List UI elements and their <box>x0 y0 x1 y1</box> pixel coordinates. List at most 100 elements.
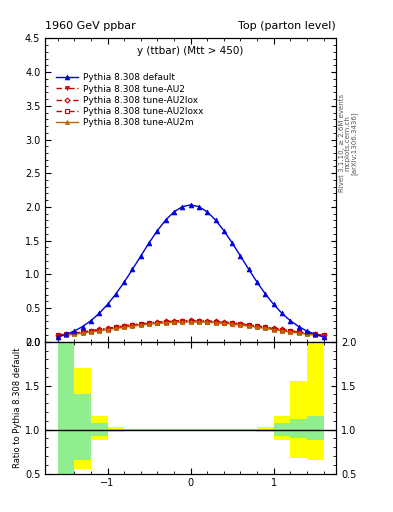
Pythia 8.308 default <box>280 310 285 316</box>
Pythia 8.308 tune-AU2 <box>138 322 143 328</box>
Pythia 8.308 tune-AU2loxx <box>296 329 301 335</box>
Pythia 8.308 tune-AU2m <box>238 322 243 328</box>
Bar <box>307 342 323 460</box>
Pythia 8.308 tune-AU2loxx <box>180 318 185 324</box>
Pythia 8.308 tune-AU2lox <box>263 324 268 330</box>
Pythia 8.308 default <box>64 331 68 337</box>
Pythia 8.308 tune-AU2 <box>288 328 293 334</box>
Bar <box>108 427 124 432</box>
Pythia 8.308 default <box>114 291 118 297</box>
Pythia 8.308 default <box>321 334 326 340</box>
Pythia 8.308 tune-AU2lox <box>180 317 185 324</box>
Pythia 8.308 tune-AU2m <box>230 321 235 327</box>
Pythia 8.308 tune-AU2 <box>147 321 151 327</box>
Pythia 8.308 tune-AU2m <box>188 319 193 325</box>
Text: Top (parton level): Top (parton level) <box>238 21 336 31</box>
Bar <box>191 429 207 430</box>
Pythia 8.308 tune-AU2lox <box>155 319 160 325</box>
Text: Rivet 3.1.10, ≥ 2.6M events: Rivet 3.1.10, ≥ 2.6M events <box>339 94 345 193</box>
Bar <box>257 429 274 431</box>
Bar <box>108 429 124 431</box>
Pythia 8.308 tune-AU2lox <box>188 317 193 324</box>
Bar <box>257 427 274 432</box>
Bar <box>290 381 307 458</box>
Bar <box>307 416 323 440</box>
Text: mcplots.cern.ch: mcplots.cern.ch <box>345 115 351 172</box>
Pythia 8.308 default <box>238 253 243 259</box>
Pythia 8.308 tune-AU2loxx <box>313 331 318 337</box>
Pythia 8.308 tune-AU2loxx <box>238 321 243 327</box>
Pythia 8.308 tune-AU2lox <box>64 331 68 337</box>
Pythia 8.308 tune-AU2 <box>55 332 60 338</box>
Pythia 8.308 tune-AU2m <box>271 327 276 333</box>
Pythia 8.308 tune-AU2loxx <box>114 325 118 331</box>
Pythia 8.308 tune-AU2m <box>55 333 60 339</box>
Pythia 8.308 tune-AU2m <box>80 330 85 336</box>
Pythia 8.308 tune-AU2loxx <box>222 319 226 326</box>
Pythia 8.308 tune-AU2m <box>105 327 110 333</box>
Pythia 8.308 tune-AU2 <box>238 322 243 328</box>
Text: y (ttbar) (Mtt > 450): y (ttbar) (Mtt > 450) <box>138 46 244 56</box>
Pythia 8.308 tune-AU2m <box>205 319 209 325</box>
Pythia 8.308 tune-AU2m <box>122 324 127 330</box>
Pythia 8.308 default <box>255 279 259 285</box>
Pythia 8.308 tune-AU2loxx <box>288 328 293 334</box>
Pythia 8.308 tune-AU2m <box>296 330 301 336</box>
Pythia 8.308 tune-AU2 <box>122 324 127 330</box>
Pythia 8.308 default <box>271 302 276 308</box>
Pythia 8.308 tune-AU2lox <box>230 319 235 326</box>
Pythia 8.308 tune-AU2loxx <box>122 323 127 329</box>
Bar <box>91 422 108 436</box>
Pythia 8.308 tune-AU2loxx <box>80 329 85 335</box>
Pythia 8.308 tune-AU2lox <box>122 323 127 329</box>
Pythia 8.308 tune-AU2loxx <box>271 326 276 332</box>
Pythia 8.308 tune-AU2 <box>230 321 235 327</box>
Bar <box>241 429 257 431</box>
Bar <box>274 422 290 436</box>
Pythia 8.308 default <box>138 253 143 259</box>
Pythia 8.308 tune-AU2 <box>222 320 226 326</box>
Pythia 8.308 default <box>288 317 293 324</box>
Bar <box>157 429 174 430</box>
Pythia 8.308 tune-AU2 <box>172 319 176 325</box>
Bar <box>74 368 91 469</box>
Pythia 8.308 default <box>313 331 318 337</box>
Pythia 8.308 default <box>196 204 201 210</box>
Pythia 8.308 tune-AU2loxx <box>97 327 101 333</box>
Pythia 8.308 tune-AU2 <box>255 324 259 330</box>
Bar <box>58 298 74 487</box>
Pythia 8.308 default <box>97 310 101 316</box>
Pythia 8.308 tune-AU2lox <box>305 330 309 336</box>
Bar <box>224 429 241 430</box>
Pythia 8.308 default <box>163 217 168 223</box>
Pythia 8.308 tune-AU2loxx <box>88 328 93 334</box>
Pythia 8.308 default <box>246 266 251 272</box>
Pythia 8.308 tune-AU2loxx <box>64 331 68 337</box>
Pythia 8.308 default <box>222 227 226 233</box>
Line: Pythia 8.308 tune-AU2: Pythia 8.308 tune-AU2 <box>55 319 326 337</box>
Legend: Pythia 8.308 default, Pythia 8.308 tune-AU2, Pythia 8.308 tune-AU2lox, Pythia 8.: Pythia 8.308 default, Pythia 8.308 tune-… <box>55 73 203 127</box>
Bar <box>241 429 257 430</box>
Pythia 8.308 tune-AU2m <box>321 333 326 339</box>
Pythia 8.308 tune-AU2lox <box>138 321 143 327</box>
Pythia 8.308 tune-AU2m <box>246 323 251 329</box>
Pythia 8.308 tune-AU2 <box>246 323 251 329</box>
Pythia 8.308 tune-AU2lox <box>55 332 60 338</box>
Pythia 8.308 default <box>205 209 209 215</box>
Text: [arXiv:1306.3436]: [arXiv:1306.3436] <box>351 112 357 175</box>
Pythia 8.308 default <box>72 328 77 334</box>
Pythia 8.308 tune-AU2loxx <box>130 322 135 328</box>
Pythia 8.308 tune-AU2lox <box>255 323 259 329</box>
Pythia 8.308 tune-AU2lox <box>222 319 226 325</box>
Pythia 8.308 tune-AU2m <box>64 332 68 338</box>
Pythia 8.308 default <box>230 240 235 246</box>
Bar <box>174 429 191 430</box>
Pythia 8.308 tune-AU2 <box>271 326 276 332</box>
Bar <box>91 416 108 440</box>
Pythia 8.308 default <box>122 279 127 285</box>
Pythia 8.308 tune-AU2 <box>80 329 85 335</box>
Pythia 8.308 default <box>88 317 93 324</box>
Pythia 8.308 tune-AU2loxx <box>246 322 251 328</box>
Pythia 8.308 tune-AU2m <box>263 326 268 332</box>
Pythia 8.308 default <box>188 202 193 208</box>
